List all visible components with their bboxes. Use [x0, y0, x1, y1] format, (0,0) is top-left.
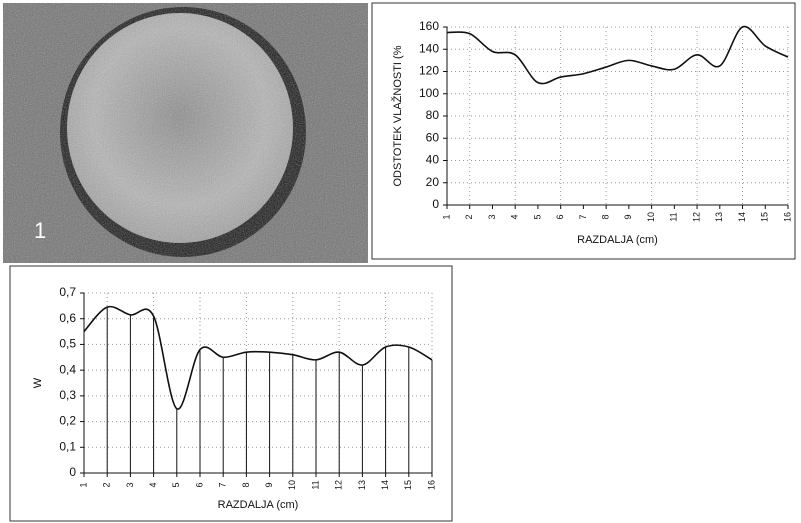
- x-tick-label: 15: [760, 212, 770, 222]
- y-tick-label: 0,1: [59, 439, 76, 453]
- data-line: [446, 25, 789, 85]
- x-axis-title: RAZDALJA (cm): [218, 499, 299, 511]
- x-tick-label: 5: [532, 214, 542, 219]
- y-tick-label: 0,2: [59, 414, 76, 428]
- y-tick-label: 60: [426, 130, 440, 144]
- y-axis-title: ODSTOTEK VLAŽNOSTI (%: [391, 45, 404, 186]
- x-tick-label: 9: [264, 482, 274, 487]
- y-tick-label: 120: [419, 64, 439, 78]
- x-tick-label: 10: [646, 212, 656, 222]
- x-tick-label: 5: [171, 482, 181, 487]
- x-tick-label: 6: [555, 214, 565, 219]
- x-tick-label: 10: [287, 480, 297, 490]
- x-tick-label: 13: [357, 480, 367, 490]
- x-tick-label: 3: [125, 482, 135, 487]
- x-tick-label: 14: [380, 480, 390, 490]
- y-tick-label: 20: [426, 175, 440, 189]
- data-line: [83, 305, 433, 410]
- x-tick-label: 2: [464, 214, 474, 219]
- y-tick-label: 0,3: [59, 388, 76, 402]
- x-axis-title: RAZDALJA (cm): [577, 234, 658, 246]
- x-tick-label: 9: [623, 214, 633, 219]
- x-tick-label: 11: [669, 212, 679, 221]
- x-tick-label: 6: [194, 482, 204, 487]
- x-tick-label: 1: [78, 482, 88, 487]
- x-tick-label: 3: [487, 214, 497, 219]
- photo-label: 1: [34, 218, 46, 243]
- x-tick-label: 15: [403, 480, 413, 490]
- x-tick-label: 12: [334, 480, 344, 490]
- y-tick-label: 0: [69, 465, 76, 479]
- x-tick-label: 13: [714, 212, 724, 222]
- x-tick-label: 4: [510, 214, 520, 219]
- y-tick-label: 80: [426, 108, 440, 122]
- x-tick-label: 14: [737, 212, 747, 222]
- x-tick-label: 4: [148, 482, 158, 487]
- x-tick-label: 2: [102, 482, 112, 487]
- y-tick-label: 0,5: [59, 337, 76, 351]
- x-tick-label: 16: [782, 212, 792, 222]
- y-tick-label: 0: [432, 197, 439, 211]
- x-tick-label: 12: [691, 212, 701, 222]
- x-tick-label: 8: [241, 482, 251, 487]
- y-axis-title: W: [32, 377, 44, 388]
- y-tick-label: 0,7: [59, 285, 76, 299]
- y-tick-label: 0,6: [59, 311, 76, 325]
- x-tick-label: 1: [441, 214, 451, 219]
- chart-frame: [371, 2, 796, 260]
- x-tick-label: 7: [218, 482, 228, 487]
- x-tick-label: 11: [310, 480, 320, 489]
- y-tick-label: 160: [419, 19, 439, 33]
- x-tick-label: 16: [426, 480, 436, 490]
- x-tick-label: 8: [601, 214, 611, 219]
- photo: 1: [3, 3, 368, 263]
- y-tick-label: 100: [419, 86, 439, 100]
- x-tick-label: 7: [578, 214, 588, 219]
- y-tick-label: 0,4: [59, 362, 76, 376]
- y-tick-label: 140: [419, 41, 439, 55]
- y-tick-label: 40: [426, 153, 440, 167]
